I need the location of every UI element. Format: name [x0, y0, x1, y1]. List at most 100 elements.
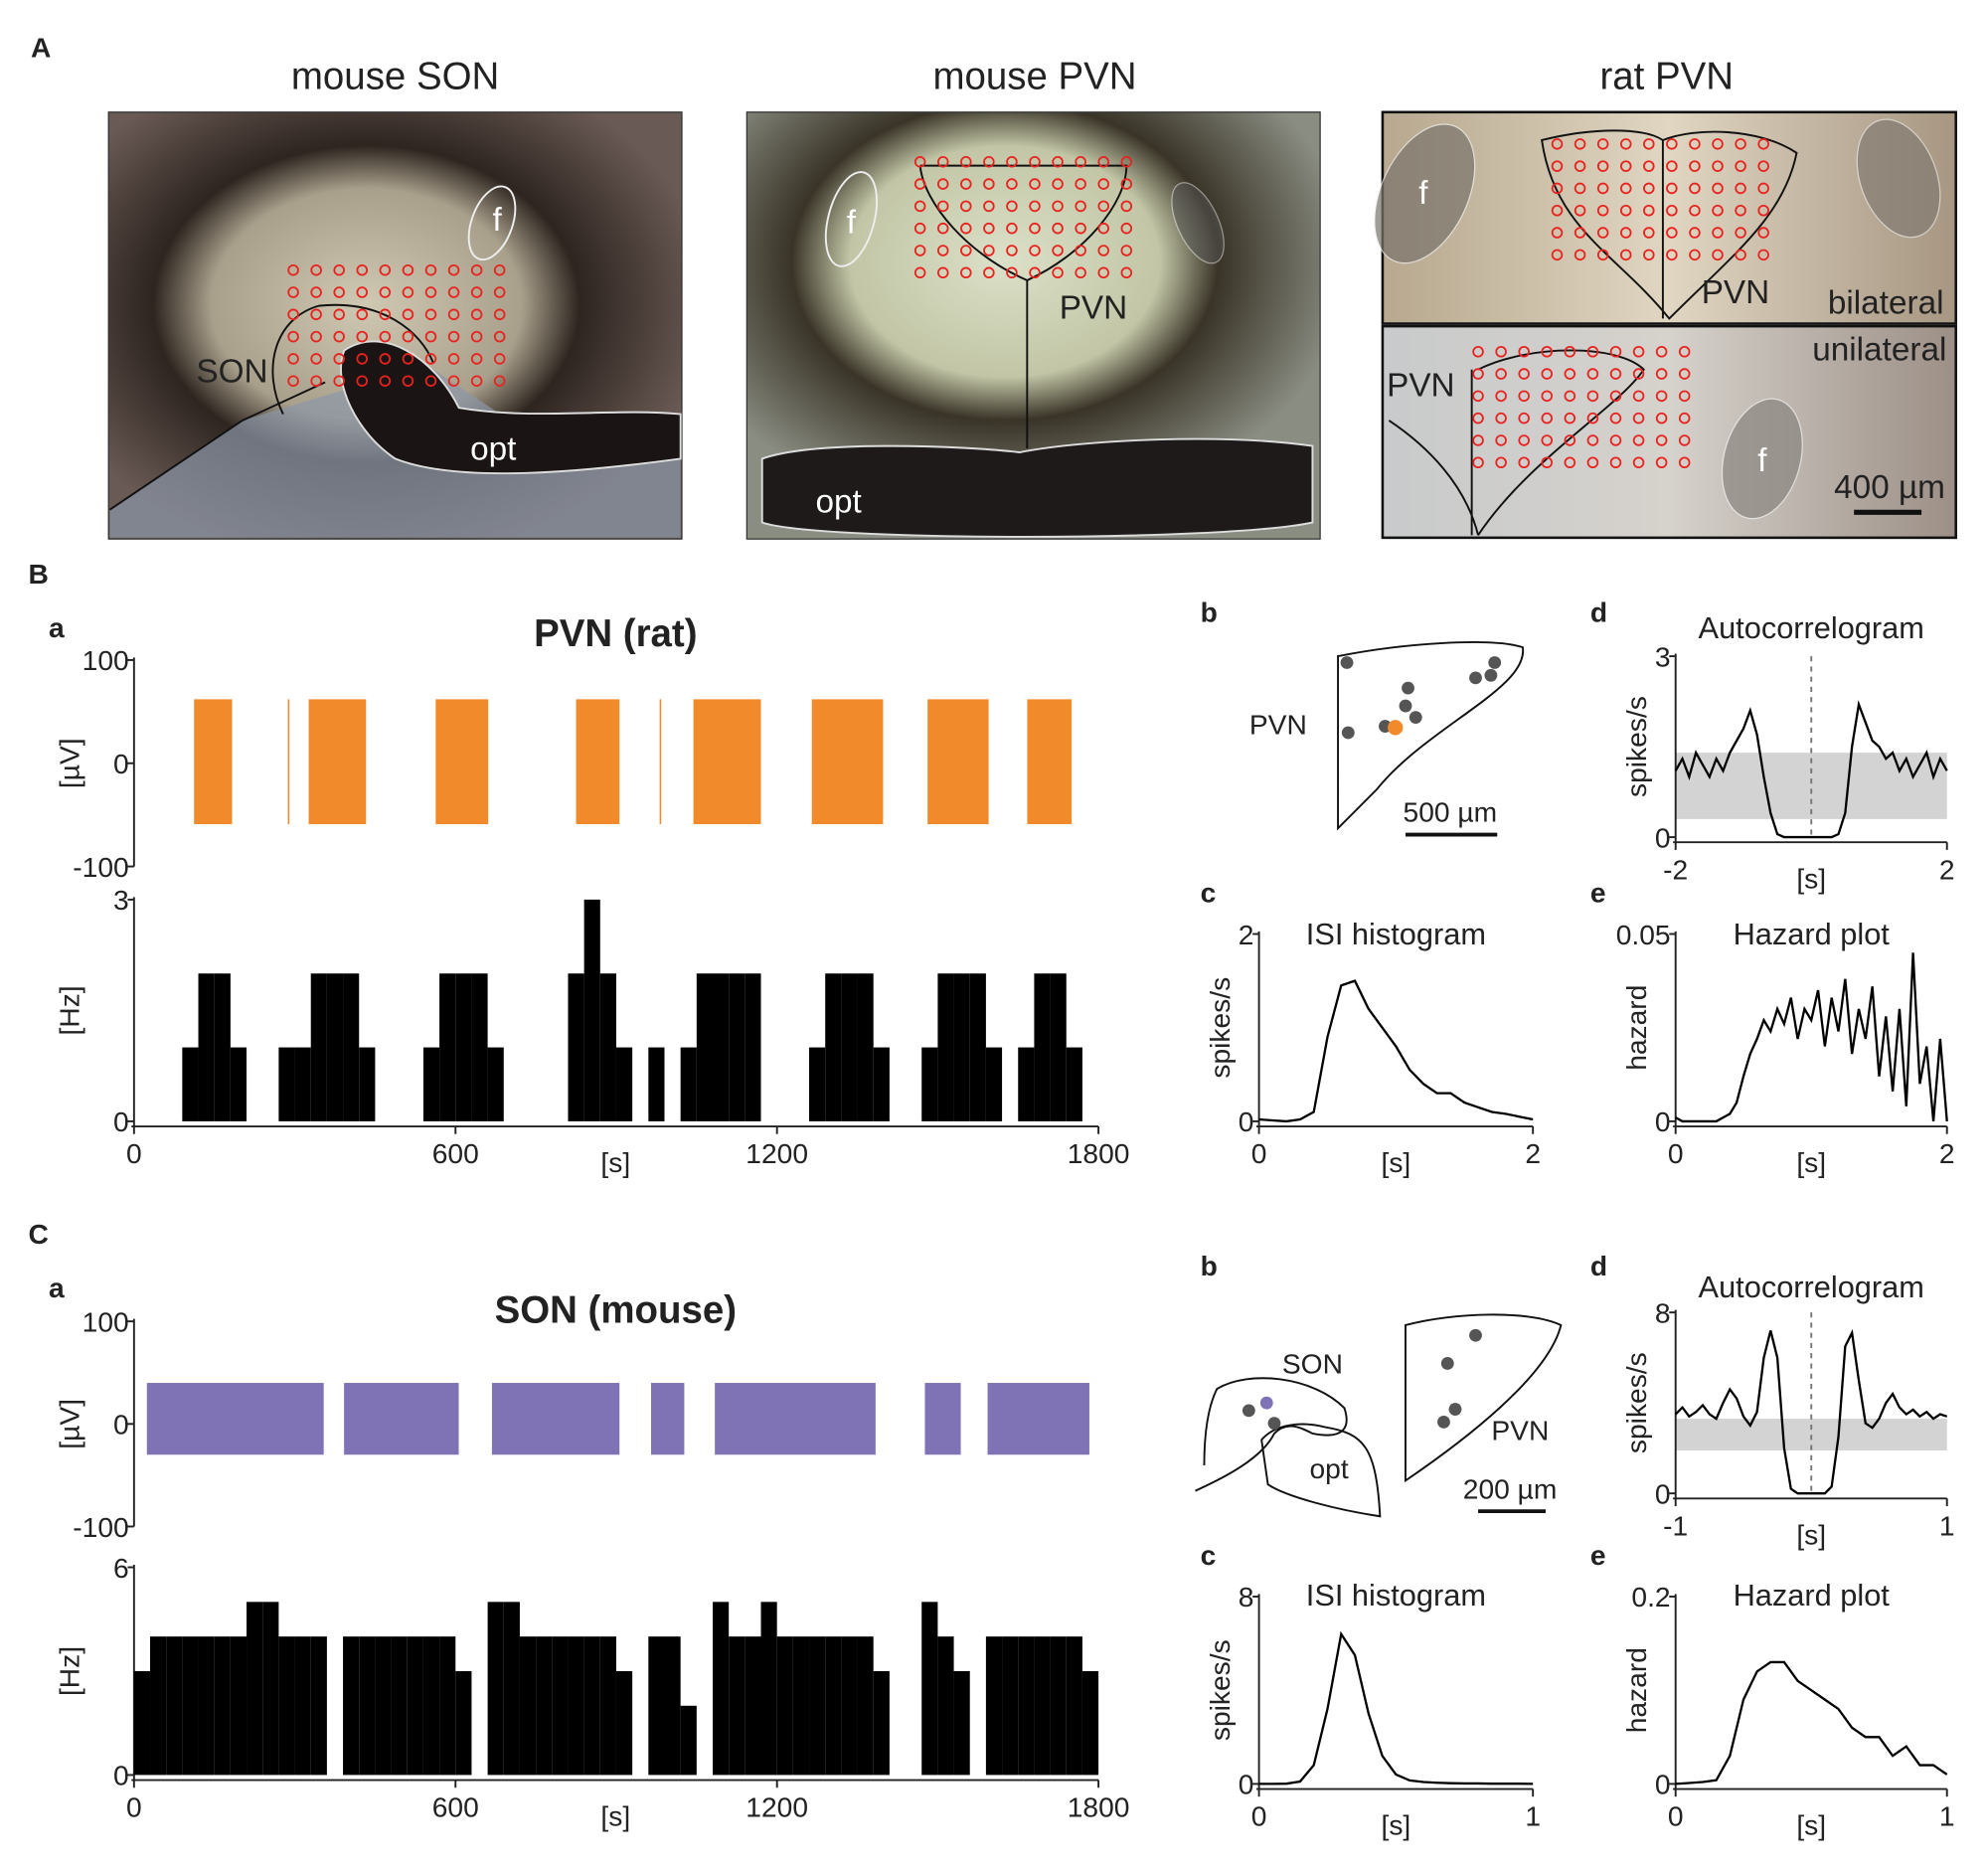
electrode	[1120, 245, 1133, 256]
electrode	[493, 353, 506, 365]
bar	[729, 973, 746, 1121]
data-line	[1675, 1660, 1948, 1785]
electrode	[1495, 345, 1507, 358]
y-tick-label: 0	[1239, 1105, 1254, 1137]
bar	[150, 1636, 167, 1776]
bar	[841, 973, 858, 1121]
electrode	[1006, 200, 1018, 213]
electrode	[1586, 456, 1599, 469]
bar	[422, 1636, 440, 1776]
y-axis-label: [µV]	[54, 738, 85, 788]
electrode	[1075, 245, 1086, 256]
bar	[278, 1047, 295, 1121]
electrode	[1029, 156, 1041, 168]
electrode	[1643, 160, 1655, 172]
electrode	[1678, 412, 1691, 425]
electrode	[1689, 138, 1701, 150]
electrode	[1052, 178, 1064, 190]
burst	[344, 1383, 459, 1455]
x-tick-label: 0	[1251, 1137, 1267, 1169]
bar	[214, 973, 231, 1121]
photo-label: unilateral	[1812, 332, 1946, 369]
electrode	[379, 330, 392, 343]
schematic-label: 200 µm	[1463, 1472, 1558, 1504]
electrode	[1689, 249, 1701, 261]
y-axis-label: [µV]	[54, 1399, 85, 1449]
bar	[375, 1636, 392, 1776]
bar	[1018, 1636, 1035, 1776]
electrode	[333, 330, 345, 343]
electrode	[447, 375, 460, 388]
y-axis-label: spikes/s	[1204, 977, 1236, 1079]
panel-letter: e	[1590, 1539, 1606, 1571]
electrode	[447, 286, 460, 298]
bar	[247, 1602, 263, 1776]
electrode	[447, 308, 460, 321]
electrode	[1006, 178, 1018, 190]
y-axis-label: spikes/s	[1620, 1352, 1652, 1453]
schematic-label: 500 µm	[1404, 796, 1498, 828]
photo-label: 400 µm	[1834, 469, 1945, 506]
electrode	[470, 308, 483, 321]
data-line	[1674, 700, 1948, 839]
bar	[294, 1047, 311, 1121]
electrode	[1643, 138, 1655, 150]
bar	[712, 973, 730, 1121]
electrode	[1052, 200, 1064, 213]
panel-letter: a	[49, 611, 65, 643]
electrode	[1632, 456, 1645, 469]
bar	[1002, 1636, 1019, 1776]
bar	[407, 1636, 423, 1776]
electrode	[1666, 160, 1678, 172]
bar	[455, 973, 472, 1121]
electrode	[1541, 412, 1554, 425]
electrode	[936, 266, 949, 279]
electrode	[1609, 345, 1622, 358]
photo: f PVN bilateral unilateral PVN f 400 µm	[1374, 110, 1957, 540]
electrode	[493, 308, 506, 321]
electrode	[913, 266, 926, 279]
burst	[491, 1383, 620, 1455]
y-tick-label: 3	[1655, 640, 1671, 672]
y-tick-label: 0	[1655, 1105, 1671, 1137]
burst	[651, 1383, 685, 1455]
bar	[648, 1636, 665, 1776]
bar	[760, 1602, 777, 1776]
panel-letter: b	[1201, 595, 1218, 627]
bar	[166, 1636, 183, 1776]
bar	[455, 1670, 472, 1776]
electrode	[470, 330, 483, 343]
electrode	[1075, 200, 1086, 213]
y-axis-label: hazard	[1620, 1647, 1652, 1733]
data-line	[1258, 1630, 1534, 1785]
bar	[1018, 1047, 1035, 1121]
electrode	[1541, 368, 1554, 380]
bar	[825, 1636, 842, 1776]
electrode	[1619, 160, 1632, 172]
bar	[599, 1636, 616, 1776]
electrode	[1495, 368, 1507, 380]
electrode	[1574, 249, 1586, 261]
electrode	[1052, 222, 1064, 235]
electrode	[1735, 182, 1746, 195]
electrode	[333, 308, 345, 321]
burst	[287, 699, 290, 825]
bar	[487, 1602, 504, 1776]
electrode	[1619, 227, 1632, 239]
electrode	[1551, 138, 1564, 150]
electrode	[356, 353, 369, 365]
electrode	[1472, 390, 1484, 403]
electrode	[333, 286, 345, 298]
electrode	[470, 375, 483, 388]
photo-title: mouse PVN	[932, 56, 1136, 98]
data-line	[1675, 952, 1948, 1123]
panel-letter: d	[1590, 595, 1607, 627]
x-tick-label: 1800	[1068, 1791, 1130, 1823]
y-tick-label: 0	[113, 748, 129, 779]
bar	[487, 1047, 504, 1121]
electrode	[447, 330, 460, 343]
electrode	[960, 222, 972, 235]
bar	[1050, 1636, 1067, 1776]
electrode	[1619, 138, 1632, 150]
burst	[308, 699, 367, 825]
